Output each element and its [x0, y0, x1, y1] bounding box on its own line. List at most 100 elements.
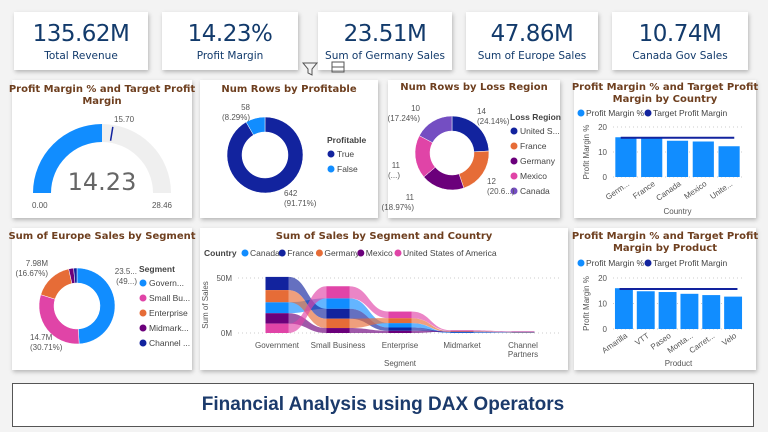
data-label: 14.7M [30, 333, 53, 342]
y-axis-label: Profit Margin % [582, 125, 591, 180]
kpi-europe-sales: 47.86M Sum of Europe Sales [466, 12, 598, 70]
legend-marker [315, 249, 323, 257]
ribbon [411, 311, 451, 331]
y-tick: 0 [603, 173, 608, 182]
legend-item: Midmark... [149, 323, 189, 333]
product-bar-title: Profit Margin % and Target Profit [572, 231, 759, 242]
focus-mode-icon[interactable] [331, 61, 345, 73]
x-tick: Midmarket [443, 341, 481, 350]
legend-item: Profit Margin % [586, 108, 645, 118]
product-bar-chart: Profit Margin % Target Profit Margin 0 10 20… [577, 258, 744, 368]
europe-segment-title: Sum of Europe Sales by Segment [8, 231, 195, 242]
x-tick: Mexico [683, 179, 709, 201]
x-tick: Germ... [604, 179, 631, 202]
data-label-pct: (24.14%) [477, 117, 510, 126]
kpi-label: Sum of Germany Sales [325, 50, 445, 62]
bar [702, 295, 721, 329]
ribbon-bar [388, 330, 412, 333]
ribbon-bar [265, 276, 289, 291]
legend-marker [139, 324, 147, 332]
legend-title: Loss Region [510, 112, 561, 122]
profitable-donut: Profitable True False 642(91.71%) 58(8.29%) [222, 103, 366, 208]
country-bar-chart: Profit Margin % Target Profit Margin 0 10 20… [577, 108, 742, 216]
data-label-pct: (...) [388, 171, 400, 180]
data-label-pct: (30.71%) [30, 343, 63, 352]
kpi-value: 23.51M [343, 21, 427, 47]
legend-marker [278, 249, 286, 257]
data-label-pct: (8.29%) [222, 113, 250, 122]
x-tick: Enterprise [382, 341, 419, 350]
kpi-value: 47.86M [490, 21, 574, 47]
data-label: 10 [411, 104, 420, 113]
data-label-pct: (18.97%) [382, 203, 415, 212]
gauge-min-label: 0.00 [32, 201, 48, 210]
legend-item: Profit Margin % [586, 258, 645, 268]
legend-marker [510, 127, 518, 135]
ribbon [288, 286, 327, 333]
legend-item: France [287, 248, 314, 258]
legend-marker [394, 249, 402, 257]
x-tick: Government [255, 341, 300, 350]
gauge-target-marker [109, 126, 114, 141]
data-label-pct: (91.71%) [284, 199, 317, 208]
ribbon-bar [326, 328, 350, 333]
kpi-profit-margin: 14.23% Profit Margin [162, 12, 298, 70]
kpi-value: 10.74M [638, 21, 722, 47]
ribbon [411, 327, 451, 333]
ribbon-bar [450, 330, 474, 332]
ribbon [473, 330, 512, 333]
ribbon-bar [326, 318, 350, 329]
x-axis-label: Product [665, 359, 693, 368]
y-tick: 10 [598, 148, 607, 157]
ribbon [349, 286, 389, 319]
ribbon [473, 332, 512, 333]
x-tick: France [631, 179, 657, 201]
ribbon [473, 331, 512, 333]
filter-icon[interactable] [301, 62, 319, 76]
ribbon-bar [388, 327, 412, 331]
ribbon-bar [450, 331, 474, 333]
kpi-canada-gov-sales: 10.74M Canada Gov Sales [612, 12, 748, 70]
legend-marker [644, 109, 652, 117]
ribbon-bar [450, 332, 474, 333]
ribbon [349, 298, 389, 328]
legend-item: Germany [520, 156, 556, 166]
loss-region-title: Num Rows by Loss Region [400, 82, 547, 93]
country-bar-title-2: Margin by Country [613, 94, 718, 105]
x-tick: Amarilla [600, 331, 629, 355]
data-label: 11 [392, 161, 401, 170]
legend-marker [327, 165, 335, 173]
legend-marker [327, 150, 335, 158]
y-axis-label: Sum of Sales [201, 281, 210, 329]
x-axis-label: Segment [384, 359, 417, 368]
gauge-panel[interactable] [12, 80, 192, 218]
gauge-chart: 15.70 14.23 0.00 28.46 [32, 115, 173, 210]
bar [680, 293, 699, 329]
gauge-max-label: 28.46 [152, 201, 173, 210]
ribbon-bar [450, 331, 474, 332]
product-bar-title-2: Margin by Product [613, 243, 717, 254]
legend-marker [139, 309, 147, 317]
y-tick: 20 [598, 123, 607, 132]
legend-marker [139, 339, 147, 347]
ribbon [411, 323, 451, 333]
country-bar-title: Profit Margin % and Target Profit [572, 82, 759, 93]
ribbon [288, 276, 327, 319]
legend-item: Target Profit Margin [653, 258, 727, 268]
legend-marker [139, 294, 147, 302]
ribbon-bar [326, 308, 350, 319]
ribbon [349, 318, 389, 329]
y-tick: 20 [598, 274, 607, 283]
ribbon-chart-panel[interactable] [200, 228, 568, 370]
gauge-title: Profit Margin % and Target Profit [9, 84, 196, 95]
loss-region-donut: Loss Region United S... France Germany Mexic… [382, 104, 561, 212]
donut-slice [73, 267, 78, 284]
legend-marker [510, 157, 518, 165]
ribbon [473, 331, 512, 333]
europe-segment-donut: Segment Govern... Small Bu... Enterprise Mid… [16, 259, 191, 352]
kpi-value: 135.62M [32, 21, 130, 47]
kpi-label: Total Revenue [44, 50, 118, 62]
ribbon [411, 330, 451, 333]
legend-item: Channel ... [149, 338, 190, 348]
ribbon [411, 318, 451, 332]
